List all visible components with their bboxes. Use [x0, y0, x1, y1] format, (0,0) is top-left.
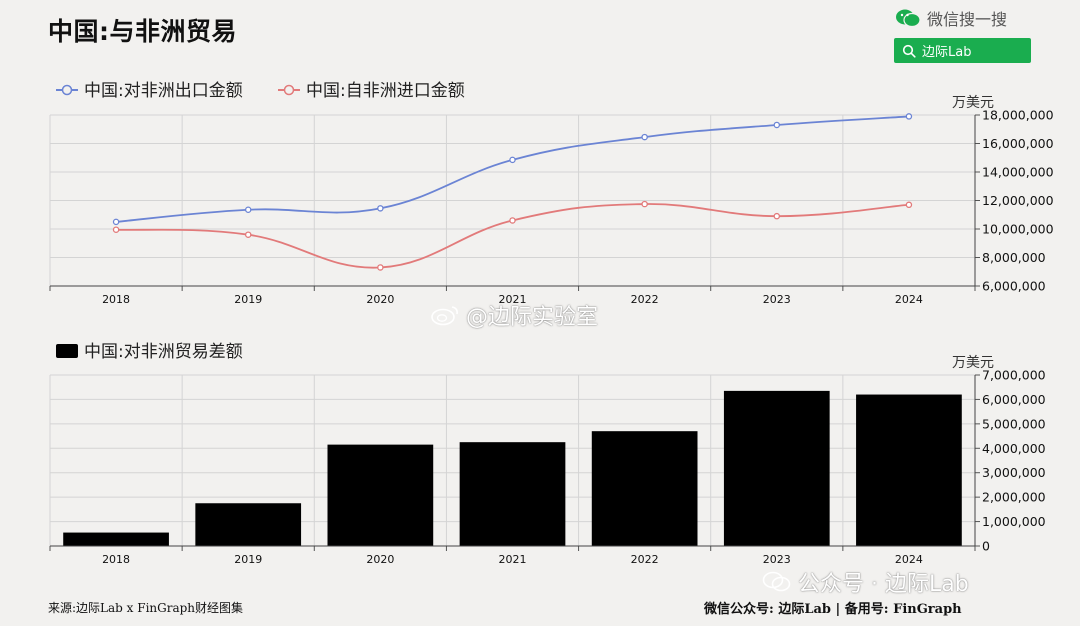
bar-xtick-label: 2024	[895, 553, 923, 566]
line-xtick-label: 2023	[763, 293, 791, 306]
line-ytick-label: 6,000,000	[982, 279, 1046, 294]
line-ytick-label: 18,000,000	[982, 108, 1054, 123]
wechat-watermark-icon	[762, 571, 791, 592]
data-point-s1-2020	[377, 205, 384, 212]
line-xtick-label: 2018	[102, 293, 130, 306]
bar-unit-label: 万美元	[952, 355, 994, 371]
line-ytick-label: 14,000,000	[982, 165, 1054, 180]
bar-ytick-label: 6,000,000	[982, 392, 1046, 407]
bar-ytick-label: 3,000,000	[982, 465, 1046, 480]
bar-ytick-label: 4,000,000	[982, 441, 1046, 456]
bar-legend-label: 中国:对非洲贸易差额	[84, 342, 243, 362]
data-point-s2-2023	[773, 212, 781, 220]
source-note: 来源:边际Lab x FinGraph财经图集	[48, 601, 244, 615]
legend-marker-1	[61, 84, 73, 96]
data-point-s2-2020	[377, 264, 384, 271]
legend-marker-2	[283, 84, 295, 96]
data-point-s1-2023	[773, 121, 781, 129]
bar-ytick-label: 0	[982, 539, 990, 554]
bar-xtick-label: 2021	[499, 553, 527, 566]
bar-2024	[856, 394, 962, 546]
series-line-1	[115, 115, 909, 223]
bar-ytick-label: 5,000,000	[982, 416, 1046, 431]
weibo-watermark: @边际实验室	[430, 299, 598, 331]
data-point-s2-2021	[509, 217, 516, 224]
line-xtick-label: 2020	[366, 293, 394, 306]
line-ytick-label: 8,000,000	[982, 250, 1046, 265]
data-point-s1-2021	[509, 156, 516, 164]
line-xtick-label: 2019	[234, 293, 262, 306]
line-xtick-label: 2021	[499, 293, 527, 306]
bar-xtick-label: 2023	[763, 553, 791, 566]
wechat-icon	[896, 9, 921, 28]
bar-xtick-label: 2019	[234, 553, 262, 566]
search-button-label: 边际Lab	[922, 45, 972, 60]
bar-xtick-label: 2020	[366, 553, 394, 566]
line-xtick-label: 2024	[895, 293, 923, 306]
line-ytick-label: 10,000,000	[982, 222, 1054, 237]
bar-2019	[195, 503, 302, 546]
data-point-s2-2022	[641, 200, 648, 208]
page-title: 中国:与非洲贸易	[48, 17, 237, 46]
bar-xtick-label: 2018	[102, 553, 130, 566]
wechat-search-label: 微信搜一搜	[927, 10, 1008, 29]
legend-label-1: 中国:对非洲出口金额	[84, 81, 243, 101]
series-line-2	[116, 203, 910, 269]
bar-ytick-label: 7,000,000	[982, 368, 1046, 383]
line-ytick-label: 16,000,000	[982, 136, 1054, 151]
bar-2023	[723, 390, 830, 546]
bar-ytick-label: 1,000,000	[982, 514, 1046, 529]
bar-legend-swatch	[56, 344, 78, 358]
bar-2020	[327, 444, 434, 546]
weibo-icon	[431, 306, 458, 326]
search-button[interactable]: 边际Lab	[894, 38, 1031, 63]
bar-2018	[63, 532, 169, 546]
legend-label-2: 中国:自非洲进口金额	[306, 81, 465, 101]
data-point-s2-2024	[905, 201, 913, 209]
data-point-s1-2018	[112, 218, 120, 226]
data-point-s1-2019	[244, 206, 252, 214]
data-point-s2-2019	[244, 231, 252, 238]
account-note: 微信公众号: 边际Lab | 备用号: FinGraph	[704, 602, 962, 617]
line-ytick-label: 12,000,000	[982, 193, 1054, 208]
bar-2021	[459, 442, 566, 546]
search-icon	[902, 44, 916, 58]
bar-ytick-label: 2,000,000	[982, 490, 1046, 505]
wechat-search-brand: 微信搜一搜	[895, 6, 1007, 30]
data-point-s2-2018	[112, 226, 120, 233]
data-point-s1-2022	[641, 133, 648, 141]
line-xtick-label: 2022	[631, 293, 659, 306]
line-unit-label: 万美元	[952, 95, 994, 111]
data-point-s1-2024	[905, 113, 913, 120]
bar-2022	[591, 431, 698, 546]
wechat-watermark: 公众号 · 边际Lab	[762, 566, 969, 598]
bar-xtick-label: 2022	[631, 553, 659, 566]
